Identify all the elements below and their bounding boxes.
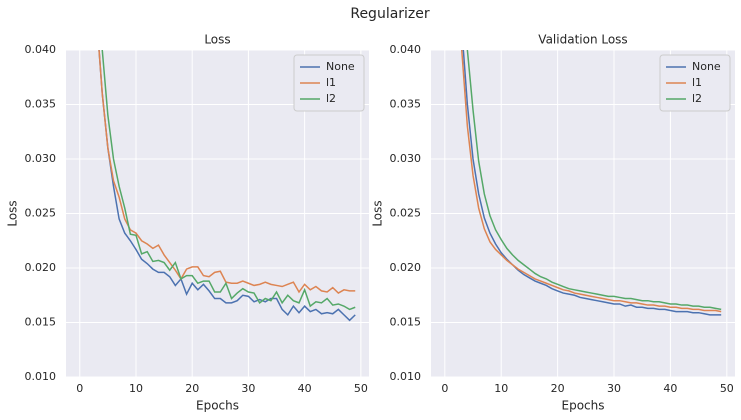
x-tick-label: 30 bbox=[241, 382, 255, 395]
y-tick-label: 0.020 bbox=[390, 261, 422, 274]
y-tick-label: 0.025 bbox=[25, 207, 57, 220]
y-tick-label: 0.020 bbox=[25, 261, 57, 274]
legend-label: l1 bbox=[326, 76, 336, 89]
legend: None l1 l2 bbox=[659, 54, 731, 112]
legend: None l1 l2 bbox=[293, 54, 365, 112]
x-tick-label: 0 bbox=[76, 382, 83, 395]
y-tick-label: 0.035 bbox=[25, 98, 57, 111]
legend-label: None bbox=[692, 60, 721, 73]
y-axis-label: Loss bbox=[6, 200, 20, 226]
x-tick-label: 40 bbox=[298, 382, 312, 395]
x-tick-label: 20 bbox=[551, 382, 565, 395]
y-tick-label: 0.040 bbox=[390, 43, 422, 56]
x-axis-label: Epochs bbox=[196, 399, 239, 413]
axes: 0.010 0.015 0.020 0.025 0.030 0.035 0.040 0 10 20… bbox=[371, 33, 735, 413]
y-tick-label: 0.010 bbox=[390, 370, 422, 383]
y-tick-label: 0.010 bbox=[25, 370, 57, 383]
y-tick-label: 0.030 bbox=[25, 152, 57, 165]
legend-label: l2 bbox=[692, 92, 702, 105]
line bbox=[466, 50, 722, 311]
line bbox=[462, 50, 722, 316]
y-tick-label: 0.015 bbox=[390, 316, 422, 329]
x-tick-label: 0 bbox=[441, 382, 448, 395]
axes-title: Validation Loss bbox=[538, 33, 627, 47]
legend-label: l2 bbox=[326, 92, 336, 105]
figure-title: Regularizer bbox=[350, 6, 430, 22]
x-tick-label: 40 bbox=[663, 382, 677, 395]
legend-box bbox=[293, 54, 365, 112]
line bbox=[98, 50, 356, 295]
x-tick-label: 30 bbox=[607, 382, 621, 395]
line bbox=[101, 50, 356, 311]
y-tick-label: 0.025 bbox=[390, 207, 422, 220]
y-tick-label: 0.015 bbox=[25, 316, 57, 329]
line bbox=[460, 50, 722, 313]
x-tick-label: 50 bbox=[720, 382, 734, 395]
lines bbox=[98, 50, 356, 322]
line bbox=[98, 50, 356, 322]
x-tick-label: 10 bbox=[129, 382, 143, 395]
legend-box bbox=[659, 54, 731, 112]
y-tick-label: 0.035 bbox=[390, 98, 422, 111]
y-tick-label: 0.030 bbox=[390, 152, 422, 165]
axes-title: Loss bbox=[204, 33, 230, 47]
x-tick-label: 10 bbox=[494, 382, 508, 395]
lines bbox=[460, 50, 722, 316]
legend-label: l1 bbox=[692, 76, 702, 89]
x-axis-label: Epochs bbox=[562, 399, 605, 413]
y-axis-label: Loss bbox=[371, 200, 385, 226]
legend-label: None bbox=[326, 60, 355, 73]
y-tick-label: 0.040 bbox=[25, 43, 57, 56]
x-tick-label: 20 bbox=[185, 382, 199, 395]
axes: 0.010 0.015 0.020 0.025 0.030 0.035 0.040 0 10 20… bbox=[6, 33, 369, 413]
x-tick-label: 50 bbox=[354, 382, 368, 395]
